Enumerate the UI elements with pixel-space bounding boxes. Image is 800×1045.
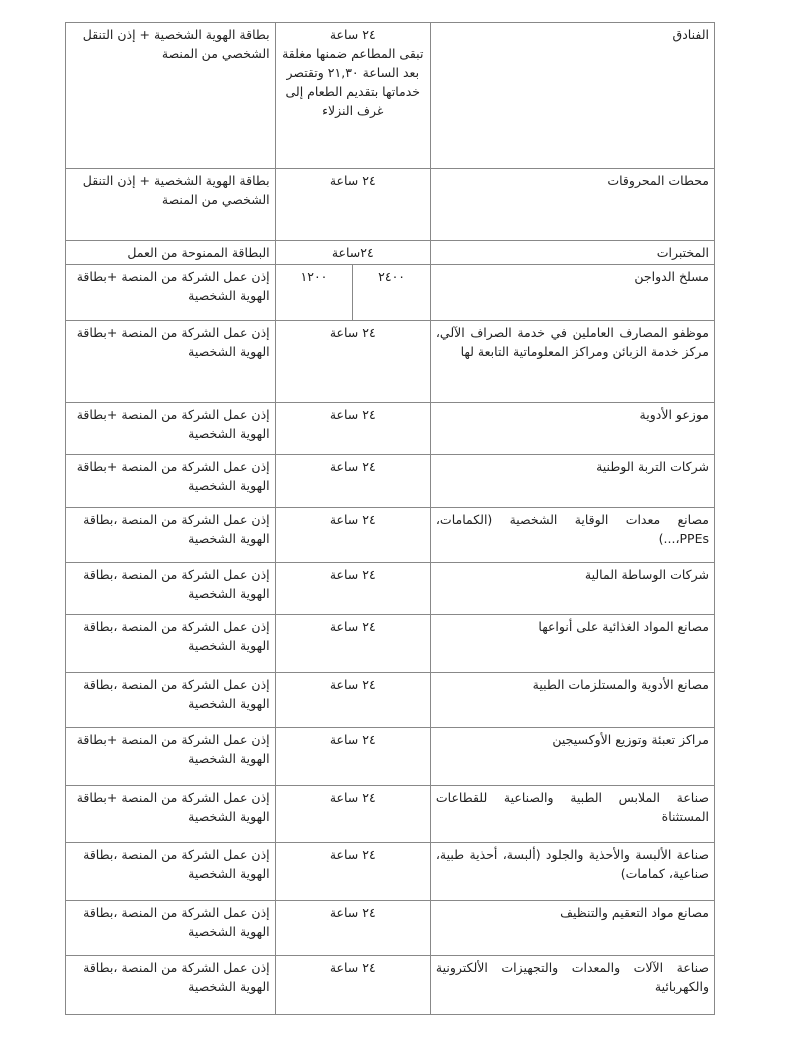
hours-text: ٢٤ ساعة	[329, 847, 376, 862]
hours-text: ٢٤ ساعة	[329, 27, 376, 42]
hours-cell: ٢٤ ساعة	[274, 168, 431, 241]
table-row: الفنادق ٢٤ ساعة تبقى المطاعم ضمنها مغلقة ب…	[65, 22, 716, 169]
sector-cell: الفنادق	[429, 22, 716, 169]
required-document-cell: البطاقة الممنوحة من العمل	[65, 240, 276, 265]
required-document-cell: إذن عمل الشركة من المنصة ،بطاقة الهوية ا…	[65, 842, 276, 901]
hours-cell: ٢٤ ساعة	[274, 672, 431, 728]
sector-cell: موزعو الأدوية	[429, 402, 716, 455]
hours-text: ٢٤ ساعة	[329, 173, 376, 188]
required-document-cell: إذن عمل الشركة من المنصة +بطاقة الهوية ا…	[65, 454, 276, 508]
hours-text: ٢٤ ساعة	[329, 905, 376, 920]
hours-to-cell: ١٢٠٠	[274, 264, 354, 321]
hours-text: ٢٤ ساعة	[329, 512, 376, 527]
hours-text: ٢٤ساعة	[331, 245, 374, 260]
sector-cell: مصانع مواد التعقيم والتنظيف	[429, 900, 716, 956]
required-document-cell: بطاقة الهوية الشخصية + إذن التنقل الشخصي…	[65, 22, 276, 169]
hours-cell: ٢٤ ساعة	[274, 454, 431, 508]
hours-text: ٢٤ ساعة	[329, 619, 376, 634]
hours-text: ٢٤ ساعة	[329, 459, 376, 474]
hours-cell: ٢٤ ساعة	[274, 614, 431, 673]
sector-cell: موظفو المصارف العاملين في خدمة الصراف ال…	[429, 320, 716, 403]
hours-cell: ٢٤ ساعة	[274, 842, 431, 901]
hours-cell: ٢٤ ساعة	[274, 562, 431, 615]
required-document-cell: إذن عمل الشركة من المنصة ،بطاقة الهوية ا…	[65, 672, 276, 728]
sector-cell: مسلخ الدواجن	[429, 264, 716, 321]
table-row: محطات المحروقات ٢٤ ساعة بطاقة الهوية الشخص…	[65, 168, 716, 241]
required-document-cell: إذن عمل الشركة من المنصة +بطاقة الهوية ا…	[65, 785, 276, 843]
hours-cell: ٢٤ ساعة	[274, 955, 431, 1015]
table-row: مصانع مواد التعقيم والتنظيف ٢٤ ساعة إذن عم…	[65, 900, 716, 956]
table-row: صناعة الألبسة والأحذية والجلود (ألبسة، أ…	[65, 842, 716, 901]
table-row: مصانع الأدوية والمستلزمات الطبية ٢٤ ساعة إ…	[65, 672, 716, 728]
hours-cell: ٢٤ ساعة	[274, 507, 431, 563]
hours-cell: ٢٤ساعة	[274, 240, 431, 265]
hours-cell: ٢٤ ساعة	[274, 785, 431, 843]
table-row: مراكز تعبئة وتوزيع الأوكسيجين ٢٤ ساعة إذن …	[65, 727, 716, 786]
hours-note: تبقى المطاعم ضمنها مغلقة بعد الساعة ٢١,٣…	[282, 46, 424, 118]
sector-cell: صناعة الملابس الطبية والصناعية للقطاعات …	[429, 785, 716, 843]
sector-cell: مراكز تعبئة وتوزيع الأوكسيجين	[429, 727, 716, 786]
required-document-cell: إذن عمل الشركة من المنصة ،بطاقة الهوية ا…	[65, 900, 276, 956]
table-row: موظفو المصارف العاملين في خدمة الصراف ال…	[65, 320, 716, 403]
table-row: المختبرات ٢٤ساعة البطاقة الممنوحة من العمل	[65, 240, 716, 265]
hours-text: ٢٤ ساعة	[329, 677, 376, 692]
table-row: مسلخ الدواجن ٢٤٠٠ ١٢٠٠ إذن عمل الشركة من ال…	[65, 264, 716, 321]
hours-text: ٢٤ ساعة	[329, 325, 376, 340]
sector-cell: محطات المحروقات	[429, 168, 716, 241]
hours-text: ٢٤ ساعة	[329, 407, 376, 422]
sector-cell: شركات الوساطة المالية	[429, 562, 716, 615]
sector-cell: مصانع المواد الغذائية على أنواعها	[429, 614, 716, 673]
hours-text: ٢٤ ساعة	[329, 790, 376, 805]
sector-cell: صناعة الآلات والمعدات والتجهيزات الألكتر…	[429, 955, 716, 1015]
required-document-cell: إذن عمل الشركة من المنصة +بطاقة الهوية ا…	[65, 402, 276, 455]
table-row: شركات التربة الوطنية ٢٤ ساعة إذن عمل الشرك…	[65, 454, 716, 508]
sector-cell: شركات التربة الوطنية	[429, 454, 716, 508]
required-document-cell: إذن عمل الشركة من المنصة +بطاقة الهوية ا…	[65, 264, 276, 321]
table-row: موزعو الأدوية ٢٤ ساعة إذن عمل الشركة من ال…	[65, 402, 716, 455]
hours-cell: ٢٤ ساعة	[274, 727, 431, 786]
hours-text: ٢٤ ساعة	[329, 567, 376, 582]
required-document-cell: إذن عمل الشركة من المنصة +بطاقة الهوية ا…	[65, 320, 276, 403]
table-row: شركات الوساطة المالية ٢٤ ساعة إذن عمل الشر…	[65, 562, 716, 615]
sector-cell: صناعة الألبسة والأحذية والجلود (ألبسة، أ…	[429, 842, 716, 901]
hours-from-cell: ٢٤٠٠	[352, 264, 431, 321]
hours-cell: ٢٤ ساعة	[274, 320, 431, 403]
hours-text: ٢٤ ساعة	[329, 732, 376, 747]
table-row: صناعة الآلات والمعدات والتجهيزات الألكتر…	[65, 955, 716, 1015]
required-document-cell: إذن عمل الشركة من المنصة ،بطاقة الهوية ا…	[65, 562, 276, 615]
required-document-cell: إذن عمل الشركة من المنصة ،بطاقة الهوية ا…	[65, 507, 276, 563]
table-row: صناعة الملابس الطبية والصناعية للقطاعات …	[65, 785, 716, 843]
table-row: مصانع المواد الغذائية على أنواعها ٢٤ ساعة…	[65, 614, 716, 673]
sector-cell: المختبرات	[429, 240, 716, 265]
table-row: مصانع معدات الوقاية الشخصية (الكمامات، P…	[65, 507, 716, 563]
hours-cell: ٢٤ ساعة	[274, 402, 431, 455]
sector-cell: مصانع الأدوية والمستلزمات الطبية	[429, 672, 716, 728]
hours-cell: ٢٤ ساعة تبقى المطاعم ضمنها مغلقة بعد السا…	[274, 22, 431, 169]
sector-cell: مصانع معدات الوقاية الشخصية (الكمامات، P…	[429, 507, 716, 563]
required-document-cell: بطاقة الهوية الشخصية + إذن التنقل الشخصي…	[65, 168, 276, 241]
required-document-cell: إذن عمل الشركة من المنصة ،بطاقة الهوية ا…	[65, 955, 276, 1015]
hours-cell: ٢٤ ساعة	[274, 900, 431, 956]
hours-text: ٢٤ ساعة	[329, 960, 376, 975]
required-document-cell: إذن عمل الشركة من المنصة ،بطاقة الهوية ا…	[65, 614, 276, 673]
exemptions-table: الفنادق ٢٤ ساعة تبقى المطاعم ضمنها مغلقة ب…	[65, 22, 716, 1015]
required-document-cell: إذن عمل الشركة من المنصة +بطاقة الهوية ا…	[65, 727, 276, 786]
